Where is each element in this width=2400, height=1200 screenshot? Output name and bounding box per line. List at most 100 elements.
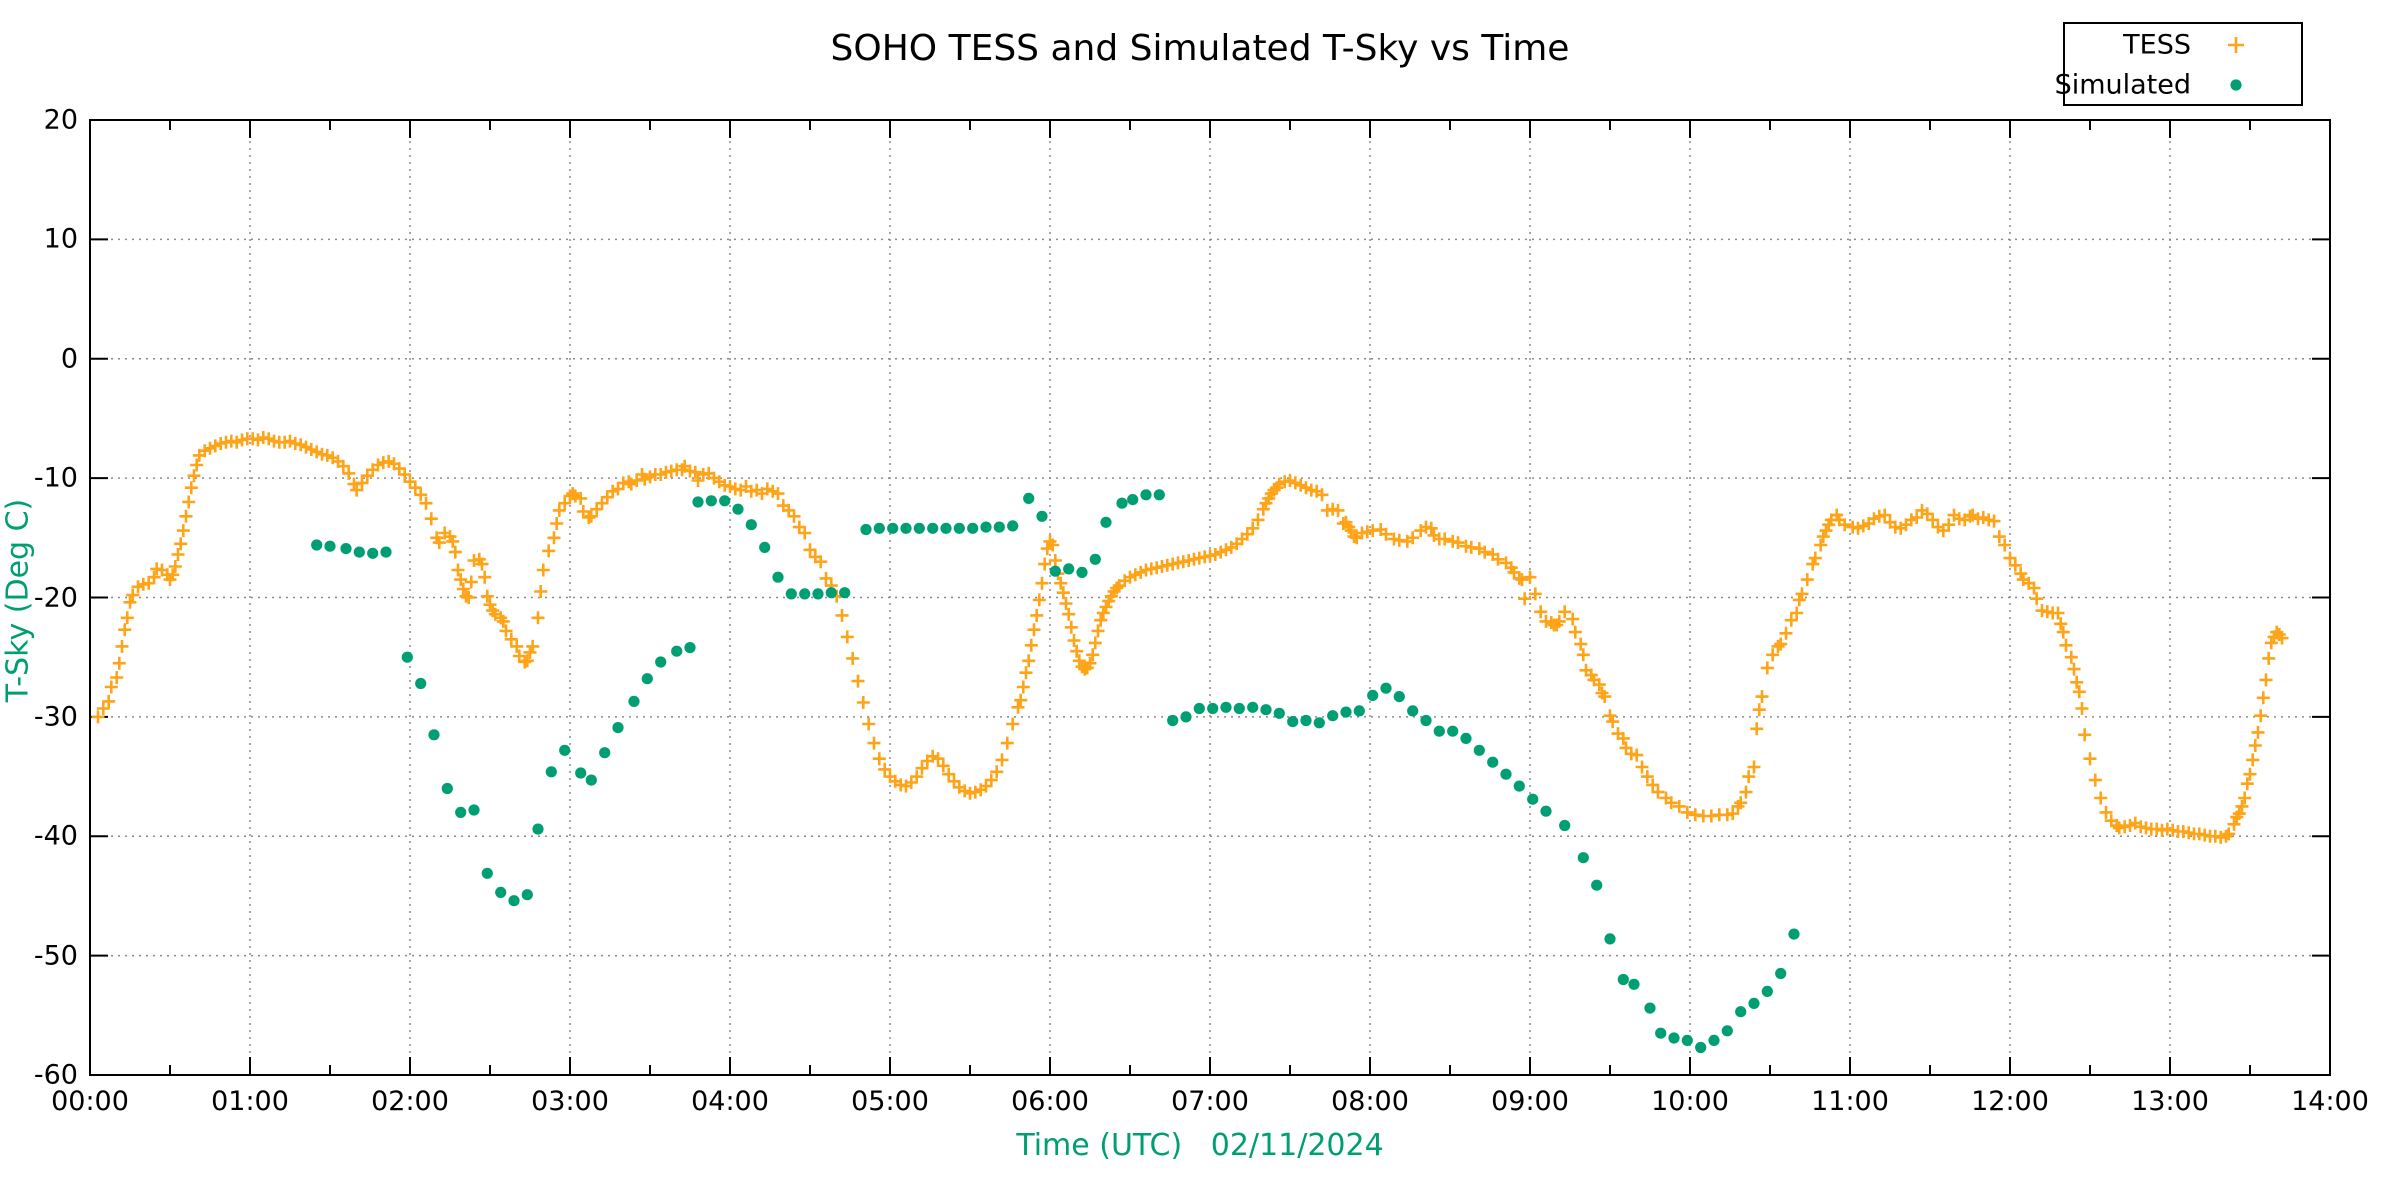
simulated-data-point: [927, 522, 939, 534]
simulated-data-point: [1775, 967, 1787, 980]
y-tick-label: -50: [33, 940, 78, 972]
simulated-data-point: [1340, 706, 1352, 718]
x-tick-label: 01:00: [211, 1086, 289, 1117]
simulated-data-point: [428, 729, 440, 741]
simulated-data-point: [1313, 717, 1325, 729]
simulated-data-point: [1761, 985, 1773, 998]
simulated-data-point: [324, 540, 336, 552]
simulated-data-point: [367, 547, 379, 559]
simulated-data-point: [1180, 711, 1192, 723]
x-tick-label: 04:00: [691, 1086, 769, 1117]
simulated-data-point: [481, 867, 493, 879]
simulated-data-point: [340, 543, 352, 555]
series-tess-points: [91, 431, 2289, 844]
simulated-data-point: [1540, 805, 1552, 817]
x-tick-label: 07:00: [1171, 1086, 1249, 1117]
simulated-data-point: [1473, 744, 1485, 756]
x-tick-label: 02:00: [371, 1086, 449, 1117]
simulated-data-point: [860, 523, 872, 536]
simulated-data-point: [1380, 682, 1392, 694]
simulated-data-point: [455, 806, 467, 819]
simulated-data-point: [1100, 516, 1112, 528]
simulated-data-point: [1233, 702, 1245, 715]
y-tick-label: 0: [60, 343, 78, 375]
simulated-data-point: [1681, 1034, 1693, 1046]
x-tick-label: 09:00: [1491, 1086, 1569, 1117]
legend-label: Simulated: [2054, 69, 2191, 101]
simulated-data-point: [1695, 1041, 1707, 1054]
simulated-data-point: [1193, 702, 1205, 715]
simulated-data-point: [1207, 702, 1219, 715]
legend-label: TESS: [2123, 29, 2191, 61]
simulated-data-point: [719, 495, 731, 507]
simulated-data-point: [641, 673, 653, 685]
x-tick-label: 12:00: [1971, 1086, 2049, 1117]
simulated-data-point: [980, 521, 992, 533]
simulated-data-point: [655, 656, 667, 668]
simulated-data-point: [887, 522, 899, 534]
simulated-data-point: [575, 767, 587, 779]
simulated-data-point: [1353, 705, 1365, 717]
simulated-data-point: [311, 539, 323, 551]
simulated-data-point: [684, 642, 696, 654]
simulated-data-point: [839, 587, 851, 599]
simulated-data-point: [1447, 725, 1459, 737]
x-tick-label: 11:00: [1811, 1086, 1889, 1117]
simulated-data-point: [1577, 852, 1589, 864]
simulated-data-point: [1220, 701, 1232, 713]
simulated-data-point: [1708, 1034, 1720, 1046]
simulated-data-point: [1655, 1027, 1667, 1039]
simulated-data-point: [825, 587, 837, 599]
legend-box: TESS Simulated: [2055, 22, 2303, 106]
simulated-data-point: [705, 495, 717, 507]
simulated-data-point: [873, 522, 885, 534]
simulated-data-point: [993, 521, 1005, 533]
simulated-data-point: [745, 519, 757, 531]
simulated-data-point: [913, 522, 925, 534]
legend-entry-tess: TESS: [2065, 24, 2301, 66]
simulated-data-point: [759, 541, 771, 554]
simulated-data-point: [1167, 714, 1179, 727]
x-tick-label: 05:00: [851, 1086, 929, 1117]
simulated-data-point: [441, 782, 453, 795]
simulated-data-point: [1644, 1002, 1656, 1014]
simulated-data-point: [1116, 497, 1128, 509]
simulated-data-point: [1500, 768, 1512, 780]
simulated-data-point: [1513, 780, 1525, 792]
simulated-data-point: [671, 645, 683, 657]
y-tick-label: -30: [33, 701, 78, 733]
simulated-data-point: [599, 747, 611, 759]
simulated-data-point: [940, 522, 952, 534]
simulated-data-point: [559, 744, 571, 756]
simulated-data-point: [545, 766, 557, 778]
simulated-data-point: [1393, 691, 1405, 703]
simulated-data-point: [380, 546, 392, 558]
simulated-data-point: [1788, 928, 1800, 940]
simulated-data-point: [1460, 732, 1472, 745]
simulated-data-point: [468, 804, 480, 816]
simulated-data-point: [1063, 563, 1075, 575]
simulated-data-point: [1604, 933, 1616, 945]
simulated-dot-marker-icon: [2230, 79, 2242, 91]
simulated-data-point: [1089, 553, 1101, 565]
y-tick-label: -60: [33, 1059, 78, 1091]
x-tick-label: 14:00: [2291, 1086, 2369, 1117]
y-tick-label: -20: [33, 582, 78, 613]
simulated-data-point: [1559, 819, 1571, 832]
plot-border: [89, 119, 2331, 1076]
simulated-data-point: [1367, 689, 1379, 702]
x-tick-label: 10:00: [1651, 1086, 1729, 1117]
simulated-data-point: [772, 571, 784, 583]
simulated-data-point: [532, 823, 544, 835]
simulated-data-point: [1153, 489, 1165, 501]
x-tick-label: 13:00: [2131, 1086, 2209, 1117]
simulated-data-point: [1327, 710, 1339, 722]
simulated-data-point: [1721, 1025, 1733, 1037]
simulated-data-point: [1668, 1032, 1680, 1044]
x-axis-label: Time (UTC) 02/11/2024: [1016, 1128, 1384, 1163]
simulated-data-point: [1527, 793, 1539, 805]
simulated-data-point: [415, 677, 427, 690]
y-axis-label: T-Sky (Deg C): [0, 498, 36, 703]
simulated-data-point: [1287, 716, 1299, 728]
simulated-data-point: [1049, 565, 1061, 577]
